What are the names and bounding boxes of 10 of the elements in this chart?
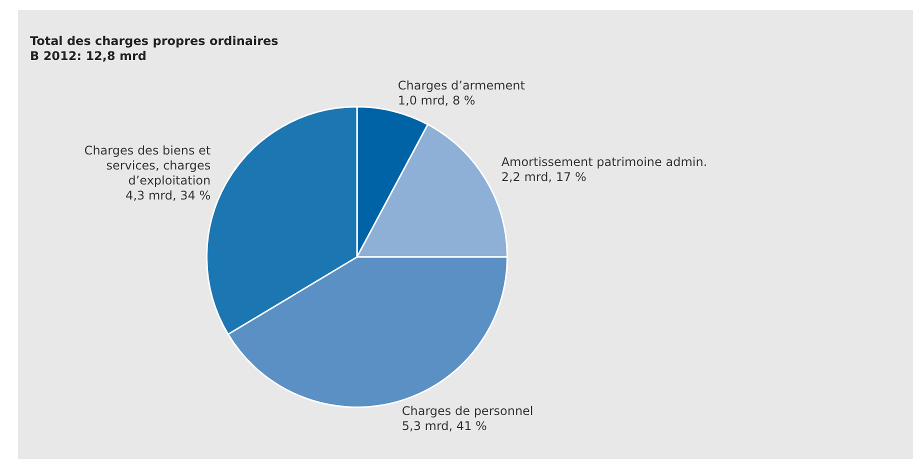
- slice-label: Charges d’armement: [398, 78, 526, 92]
- chart-title: Total des charges propres ordinaires: [30, 34, 278, 49]
- slice-label: Amortissement patrimoine admin.: [501, 155, 708, 170]
- data-label: 4,3 mrd, 34 %: [126, 188, 211, 203]
- slice-label: Charges des biens et services, charges d’exploitation: [84, 144, 211, 188]
- data-label: 2,2 mrd, 17 %: [501, 170, 586, 184]
- slice-label: Charges de personnel: [402, 404, 534, 418]
- data-label: 1,0 mrd, 8 %: [398, 93, 476, 108]
- chart-subtitle: B 2012: 12,8 mrd: [30, 49, 148, 64]
- data-label: 5,3 mrd, 41 %: [402, 418, 487, 433]
